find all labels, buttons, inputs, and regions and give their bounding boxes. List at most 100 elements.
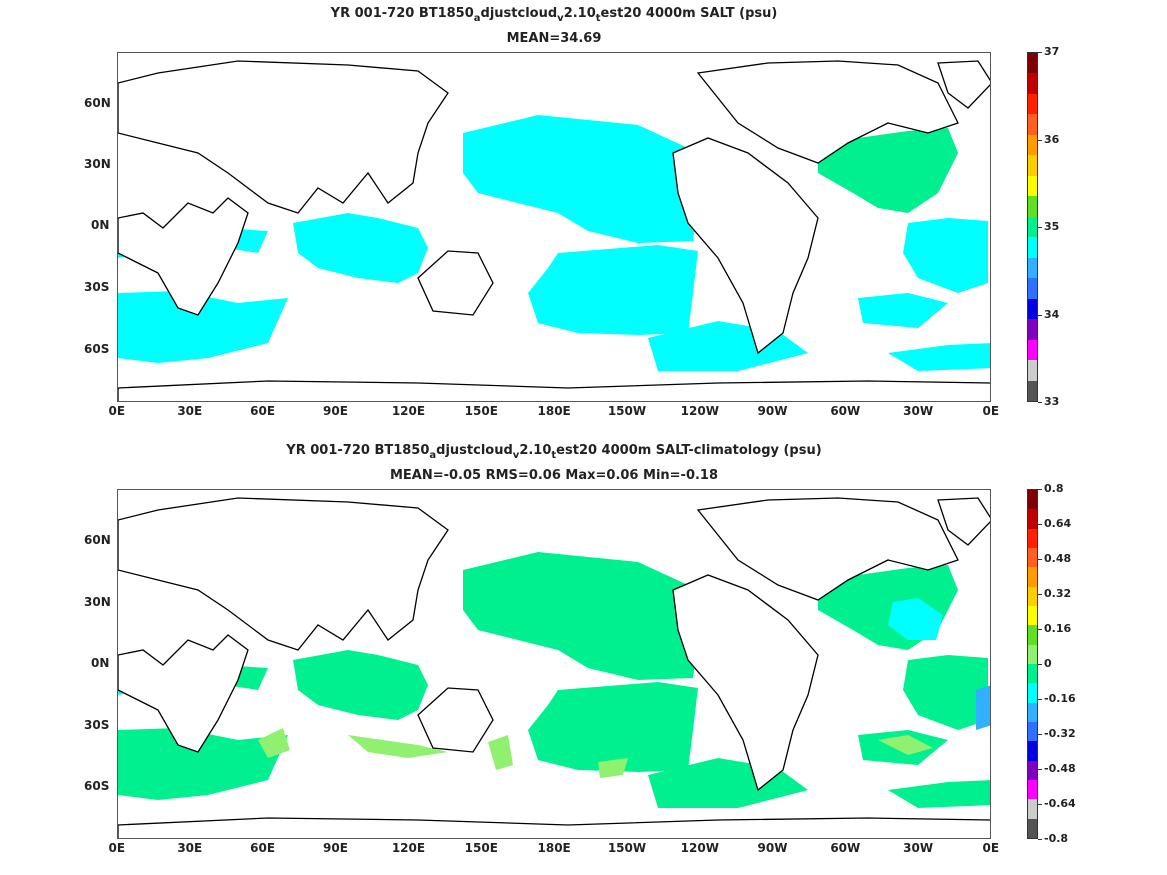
panel2-title: YR 001-720 BT1850adjustcloudv2.10test20 …	[286, 443, 822, 461]
colorbar-tick-label: 37	[1044, 45, 1060, 58]
lon-tick-label: 30W	[903, 404, 934, 418]
colorbar-segment	[1028, 741, 1037, 761]
lon-tick-label: 60W	[830, 404, 861, 418]
lat-tick-label: 60N	[84, 533, 111, 547]
colorbar-tick	[1038, 804, 1042, 805]
colorbar-tick-label: 36	[1044, 132, 1060, 146]
colorbar-tick-label: 0.32	[1044, 587, 1072, 600]
land-outlines	[118, 497, 990, 838]
indian-ocean-region	[118, 213, 428, 283]
colorbar-tick	[1038, 559, 1042, 560]
lon-tick-label: 30E	[177, 404, 203, 418]
colorbar-tick-label: 0.8	[1044, 482, 1064, 495]
lat-tick-label: 30N	[84, 157, 111, 171]
lon-tick-label: 90E	[323, 404, 348, 418]
north-pacific-region	[463, 115, 698, 243]
colorbar-tick	[1038, 314, 1042, 316]
panel2-stats: MEAN=-0.05 RMS=0.06 Max=0.06 Min=-0.18	[389, 468, 719, 483]
lon-tick-label: 120W	[680, 404, 719, 418]
colorbar-tick	[1038, 629, 1042, 630]
colorbar-tick-label: 33	[1044, 395, 1060, 408]
colorbar-segment	[1028, 779, 1037, 800]
lon-tick-label: 60E	[250, 404, 276, 418]
lon-tick-label: 120W	[680, 841, 719, 855]
lon-tick-label: 180E	[537, 841, 571, 855]
colorbar-segment	[1028, 360, 1037, 381]
colorbar-tick	[1038, 699, 1042, 700]
colorbar-segment	[1028, 237, 1037, 258]
colorbar-segment	[1028, 196, 1037, 217]
lon-tick-label: 0E	[982, 841, 1000, 855]
colorbar-segment	[1028, 644, 1037, 664]
lon-tick-label: 60W	[830, 841, 861, 855]
lat-tick-label: 0N	[91, 656, 110, 670]
colorbar-segment	[1028, 73, 1037, 94]
colorbar-tick	[1038, 734, 1042, 735]
colorbar-tick-label: 0.16	[1044, 622, 1072, 635]
colorbar-segment	[1028, 278, 1037, 299]
panel1-title: YR 001-720 BT1850adjustcloudv2.10test20 …	[330, 6, 778, 24]
indian-ocean-region	[223, 650, 428, 720]
colorbar-tick-label: -0.64	[1044, 797, 1076, 810]
south-atlantic-blue-patch	[976, 685, 990, 730]
colorbar-tick	[1038, 594, 1042, 595]
colorbar-segment	[1028, 216, 1037, 238]
lon-tick-label: 0E	[108, 404, 126, 418]
salt-anomaly-map	[118, 497, 990, 838]
colorbar-segment	[1028, 547, 1037, 568]
lon-tick-label: 150E	[464, 841, 498, 855]
colorbar-tick-label: 35	[1044, 220, 1060, 233]
colorbar-segment	[1028, 339, 1037, 361]
colorbar-segment	[1028, 721, 1037, 742]
colorbar-tick-label: 34	[1044, 307, 1060, 321]
colorbar-segment	[1028, 53, 1037, 74]
lat-tick-label: 60N	[84, 96, 111, 110]
salt-map	[118, 60, 990, 401]
colorbar-tick	[1038, 139, 1042, 141]
lon-tick-label: 180E	[537, 404, 571, 418]
lon-tick-label: 0E	[108, 841, 126, 855]
colorbar-tick	[1038, 524, 1042, 525]
southern-ocean-region	[118, 291, 990, 371]
lat-tick-label: 0N	[91, 218, 110, 232]
anomaly-colorbar	[1027, 489, 1038, 839]
colorbar-segment	[1028, 380, 1037, 401]
colorbar-tick	[1038, 402, 1042, 403]
colorbar-tick-label: -0.16	[1044, 692, 1076, 705]
colorbar-tick-label: 0	[1044, 657, 1052, 670]
positive-anomaly-patches	[258, 728, 933, 778]
colorbar-tick-label: 0.48	[1044, 552, 1072, 565]
colorbar-tick-label: 0.64	[1044, 517, 1072, 530]
lon-tick-label: 90E	[323, 841, 348, 855]
colorbar-segment	[1028, 702, 1037, 722]
colorbar-segment	[1028, 298, 1037, 320]
panel1-stats: MEAN=34.69	[506, 31, 602, 46]
colorbar-tick-label: -0.48	[1044, 762, 1076, 775]
lat-tick-label: 60S	[84, 342, 110, 356]
colorbar-segment	[1028, 760, 1037, 780]
colorbar-tick	[1038, 227, 1042, 228]
lon-tick-label: 150W	[607, 841, 647, 855]
north-atlantic-region	[818, 128, 958, 213]
lon-tick-label: 90W	[757, 404, 788, 418]
lat-tick-label: 30N	[84, 595, 111, 609]
lat-tick-label: 30S	[84, 718, 110, 732]
colorbar-segment	[1028, 605, 1037, 626]
salt-anomaly-map-panel	[117, 489, 991, 839]
south-pacific-region	[528, 682, 698, 772]
colorbar-segment	[1028, 567, 1037, 587]
colorbar-tick	[1038, 839, 1042, 840]
salt-map-panel	[117, 52, 991, 402]
north-atlantic-region	[818, 565, 988, 730]
colorbar-segment	[1028, 586, 1037, 606]
colorbar-tick	[1038, 664, 1042, 665]
colorbar-segment	[1028, 799, 1037, 819]
colorbar-segment	[1028, 509, 1037, 529]
lon-tick-label: 90W	[757, 841, 788, 855]
south-pacific-region	[528, 245, 698, 335]
lon-tick-label: 150E	[464, 404, 498, 418]
lon-tick-label: 30W	[903, 841, 934, 855]
lat-tick-label: 60S	[84, 779, 110, 793]
colorbar-segment	[1028, 155, 1037, 176]
colorbar-segment	[1028, 625, 1037, 645]
